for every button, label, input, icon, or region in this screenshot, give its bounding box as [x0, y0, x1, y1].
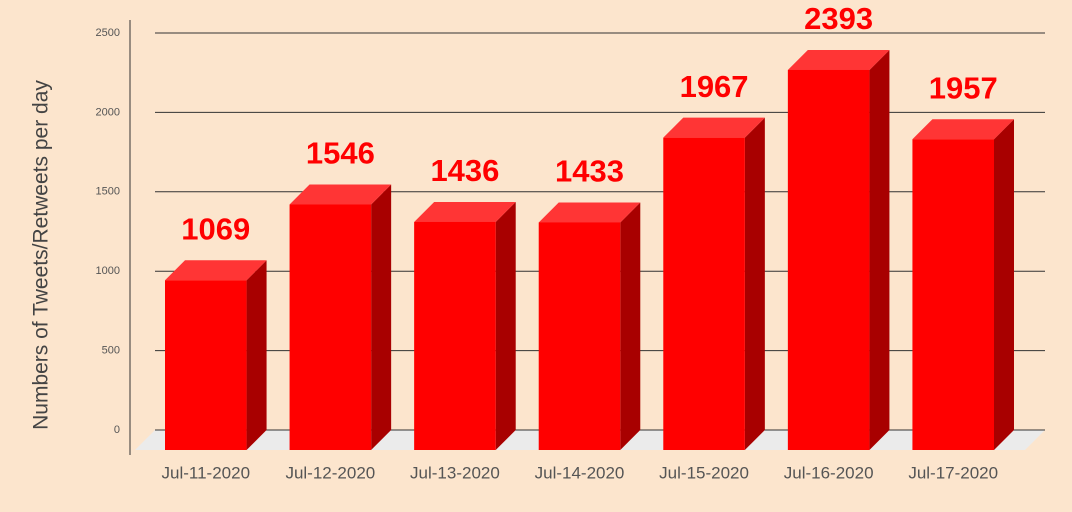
bar-front — [912, 139, 994, 450]
bar — [414, 201, 516, 450]
bar-side — [869, 49, 890, 450]
y-tick-label: 1500 — [96, 186, 120, 198]
bar-top — [289, 184, 392, 205]
bar — [538, 202, 641, 450]
bar-front — [165, 280, 247, 450]
value-label: 1436 — [430, 153, 499, 188]
bar-front — [787, 69, 870, 450]
bar-side — [371, 184, 392, 451]
y-axis-label: Numbers of Tweets/Retweets per day — [30, 80, 53, 430]
bar-side — [246, 260, 267, 450]
bar-top — [663, 117, 765, 138]
bar — [912, 119, 1014, 451]
y-tick-label: 500 — [102, 345, 120, 357]
bar-top — [538, 202, 641, 223]
bar-top — [912, 119, 1014, 140]
value-label: 1957 — [929, 70, 998, 105]
x-tick-label: Jul-15-2020 — [659, 463, 749, 482]
bar-front — [538, 222, 621, 450]
y-tick-label: 2000 — [96, 106, 120, 118]
value-label: 1069 — [181, 211, 250, 246]
bar-side — [495, 201, 516, 450]
bar-front — [289, 204, 372, 450]
bar-front — [663, 137, 745, 451]
bar — [787, 49, 890, 450]
x-tick-label: Jul-11-2020 — [162, 463, 251, 482]
x-tick-label: Jul-12-2020 — [285, 463, 375, 482]
bar-top — [787, 49, 890, 70]
value-label: 1433 — [555, 154, 624, 189]
x-tick-label: Jul-17-2020 — [908, 463, 998, 482]
bar — [165, 260, 267, 450]
bar-side — [620, 202, 641, 450]
x-tick-label: Jul-13-2020 — [410, 463, 500, 482]
bar-front — [414, 221, 496, 450]
y-tick-label: 0 — [114, 424, 120, 436]
x-tick-label: Jul-14-2020 — [535, 463, 625, 482]
y-tick-label: 1000 — [96, 265, 120, 277]
bar-side — [994, 119, 1014, 451]
y-tick-label: 2500 — [96, 27, 120, 39]
value-label: 1967 — [680, 69, 749, 104]
value-label: 1546 — [306, 136, 375, 171]
bar-side — [744, 117, 765, 450]
bar — [663, 117, 765, 451]
value-label: 2393 — [804, 1, 873, 36]
bar-top — [165, 260, 267, 281]
x-tick-label: Jul-16-2020 — [784, 463, 874, 482]
bar-top — [414, 201, 516, 222]
bar — [289, 184, 392, 451]
